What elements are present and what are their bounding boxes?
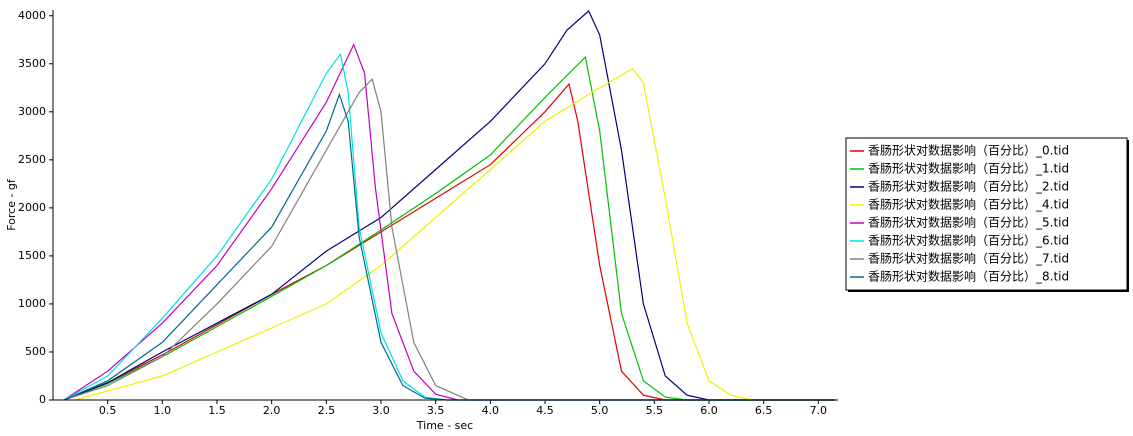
legend-label: 香肠形状对数据影响（百分比）_7.tid [868, 251, 1069, 266]
x-tick-label: 5.0 [591, 404, 609, 417]
legend-label: 香肠形状对数据影响（百分比）_1.tid [868, 161, 1069, 176]
x-tick-label: 2.0 [263, 404, 281, 417]
y-tick-label: 3500 [18, 57, 46, 70]
series-line [63, 43, 835, 401]
y-axis-label: Force - gf [5, 178, 18, 231]
series-line [63, 52, 835, 401]
x-tick-label: 5.5 [646, 404, 664, 417]
legend-label: 香肠形状对数据影响（百分比）_5.tid [868, 215, 1069, 230]
legend: 香肠形状对数据影响（百分比）_0.tid 香肠形状对数据影响（百分比）_1.tid… [845, 137, 1129, 292]
x-tick-label: 6.5 [755, 404, 773, 417]
x-tick-label: 0.5 [99, 404, 117, 417]
x-tick-label: 3.5 [427, 404, 445, 417]
legend-label: 香肠形状对数据影响（百分比）_8.tid [868, 269, 1069, 284]
legend-box [845, 137, 1128, 291]
y-tick-label: 2500 [18, 153, 46, 166]
x-tick-label: 2.5 [318, 404, 336, 417]
x-tick-label: 3.0 [372, 404, 390, 417]
x-tick-label: 6.0 [700, 404, 718, 417]
series-line [63, 92, 835, 401]
x-tick-label: 1.5 [208, 404, 226, 417]
y-tick-label: 2000 [18, 201, 46, 214]
y-tick-label: 1500 [18, 249, 46, 262]
x-tick-label: 7.0 [810, 404, 828, 417]
y-tick-label: 4000 [18, 9, 46, 22]
x-tick-label: 4.5 [536, 404, 554, 417]
legend-label: 香肠形状对数据影响（百分比）_2.tid [868, 179, 1069, 194]
x-axis-label: Time - sec [416, 419, 473, 432]
legend-label: 香肠形状对数据影响（百分比）_0.tid [868, 143, 1069, 158]
x-tick-label: 1.0 [154, 404, 172, 417]
series-line [63, 10, 835, 401]
y-tick-label: 500 [25, 345, 46, 358]
y-tick-label: 0 [39, 393, 46, 406]
x-tick-label: 4.0 [482, 404, 500, 417]
series-line [63, 55, 835, 401]
series-line [74, 67, 835, 401]
y-tick-label: 3000 [18, 105, 46, 118]
legend-label: 香肠形状对数据影响（百分比）_4.tid [868, 197, 1069, 212]
legend-label: 香肠形状对数据影响（百分比）_6.tid [868, 233, 1069, 248]
series-line [63, 78, 835, 401]
series-line [63, 82, 835, 401]
y-tick-label: 1000 [18, 297, 46, 310]
